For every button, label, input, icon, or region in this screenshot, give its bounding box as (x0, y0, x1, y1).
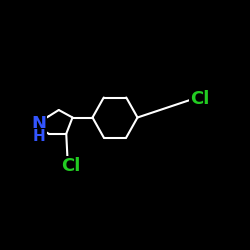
Text: H: H (32, 129, 45, 144)
Text: Cl: Cl (62, 157, 81, 175)
Text: Cl: Cl (190, 90, 210, 108)
Text: N: N (31, 115, 46, 133)
